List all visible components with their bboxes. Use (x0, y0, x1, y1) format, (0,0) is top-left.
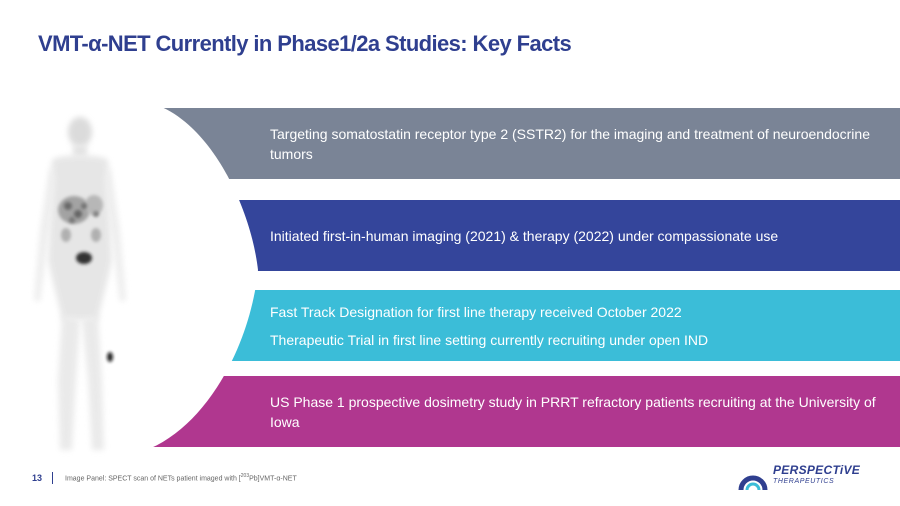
fact-text: Initiated first-in-human imaging (2021) … (270, 227, 779, 244)
fact-band-fast-track: Fast Track Designation for first line th… (130, 290, 900, 361)
fact-band-first-in-human: Initiated first-in-human imaging (2021) … (130, 200, 900, 271)
fact-text: Targeting somatostatin receptor type 2 (… (270, 125, 870, 162)
fact-band-sstr2: Targeting somatostatin receptor type 2 (… (130, 108, 900, 179)
image-caption: Image Panel: SPECT scan of NETs patient … (65, 473, 297, 483)
fact-text: Therapeutic Trial in first line setting … (270, 331, 709, 348)
logo-name: PERSPECTiVE (773, 463, 861, 477)
perspective-therapeutics-logo: PERSPECTiVE THERAPEUTICS (737, 462, 877, 492)
slide-footer: 13 Image Panel: SPECT scan of NETs patie… (32, 472, 297, 484)
footer-divider (52, 472, 54, 484)
slide-title: VMT-α-NET Currently in Phase1/2a Studies… (38, 31, 572, 56)
fact-band-dosimetry: US Phase 1 prospective dosimetry study i… (130, 376, 900, 447)
logo-subtitle: THERAPEUTICS (773, 478, 835, 485)
spect-body-silhouette (34, 117, 126, 450)
logo-mark-icon (738, 475, 768, 491)
page-number: 13 (32, 473, 43, 483)
fact-text: Fast Track Designation for first line th… (270, 303, 682, 320)
fact-text: US Phase 1 prospective dosimetry study i… (270, 393, 876, 430)
